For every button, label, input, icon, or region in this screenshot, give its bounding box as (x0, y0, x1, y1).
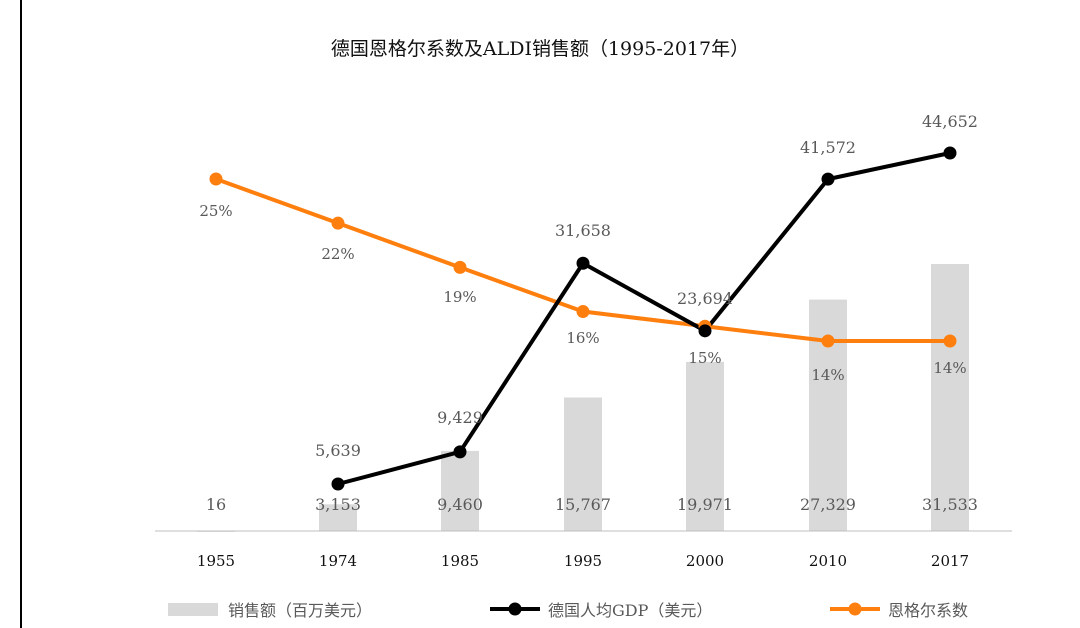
engel-point-1995 (576, 305, 590, 319)
x-tick-1955: 1955 (197, 552, 235, 570)
legend-label-engel: 恩格尔系数 (888, 601, 968, 620)
x-tick-2000: 2000 (686, 552, 724, 570)
gdp-label-1985: 9,429 (437, 408, 483, 427)
bar-label-1995: 15,767 (555, 495, 611, 514)
bar-label-2000: 19,971 (677, 495, 733, 514)
x-tick-2010: 2010 (809, 552, 847, 570)
x-tick-1974: 1974 (319, 552, 357, 570)
gdp-label-2000: 23,694 (677, 289, 733, 308)
gdp-label-2010: 41,572 (800, 138, 856, 157)
gdp-point-2010 (821, 172, 835, 186)
x-tick-1985: 1985 (441, 552, 479, 570)
gdp-label-1974: 5,639 (315, 441, 361, 460)
engel-point-2010 (821, 334, 835, 348)
engel-label-2017: 14% (933, 359, 966, 377)
bar-label-2017: 31,533 (922, 495, 978, 514)
gdp-line (337, 151, 951, 486)
bar-1995 (564, 397, 602, 531)
x-tick-1995: 1995 (564, 552, 602, 570)
gdp-point-1974 (331, 477, 345, 491)
legend-marker-engel (848, 602, 862, 616)
legend-label-gdp: 德国人均GDP（美元） (548, 601, 712, 620)
legend-swatch-sales (168, 603, 218, 616)
x-tick-2017: 2017 (931, 552, 969, 570)
engel-point-1974 (331, 216, 345, 230)
bar-1985 (441, 450, 479, 531)
engel-label-2010: 14% (811, 366, 844, 384)
engel-label-1955: 25% (199, 202, 232, 220)
legend-label-sales: 销售额（百万美元） (228, 601, 372, 620)
gdp-point-1985 (453, 445, 467, 459)
engel-point-2017 (943, 334, 957, 348)
engel-label-1985: 19% (443, 288, 476, 306)
bar-label-1974: 3,153 (315, 495, 361, 514)
legend-marker-gdp (508, 602, 522, 616)
bar-2017 (931, 264, 969, 531)
bar-label-2010: 27,329 (800, 495, 856, 514)
bar-label-1985: 9,460 (437, 495, 483, 514)
chart-title: 德国恩格尔系数及ALDI销售额（1995-2017年） (330, 38, 750, 60)
gdp-label-2017: 44,652 (922, 112, 978, 131)
engel-label-1995: 16% (566, 329, 599, 347)
engel-point-1985 (453, 260, 467, 274)
bar-1974 (319, 504, 357, 531)
gdp-point-1995 (576, 256, 590, 270)
left-border-line (20, 0, 22, 628)
engel-label-1974: 22% (321, 245, 354, 263)
engel-point-1955 (209, 172, 223, 186)
bar-label-1955: 16 (206, 495, 226, 514)
gdp-point-2000 (698, 324, 712, 338)
engel-label-2000: 15% (688, 349, 721, 367)
gdp-label-1995: 31,658 (555, 221, 611, 240)
gdp-point-2017 (943, 146, 957, 160)
bar-2000 (686, 361, 724, 531)
